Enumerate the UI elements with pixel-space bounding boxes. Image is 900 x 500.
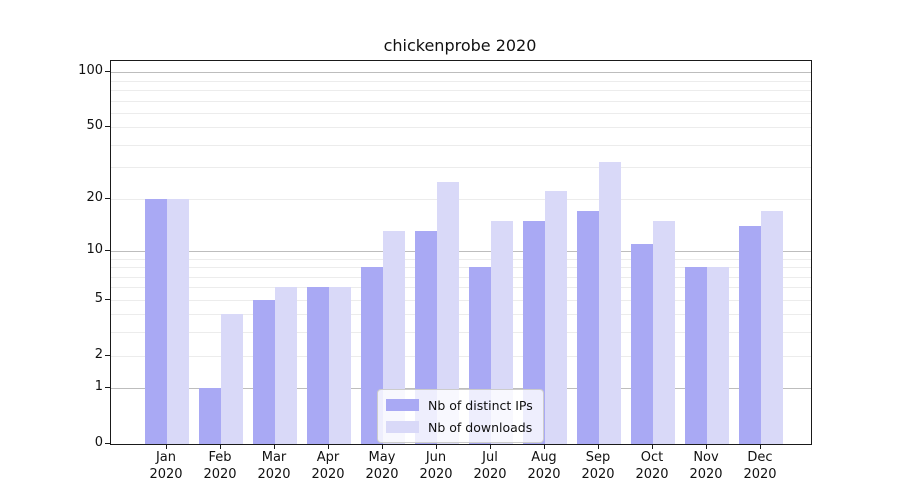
y-tick-mark — [105, 354, 110, 356]
x-tick-mark — [544, 444, 545, 449]
gridline-minor — [111, 100, 811, 102]
gridline-minor — [111, 287, 811, 289]
gridline-minor — [111, 355, 811, 357]
y-tick-mark — [105, 249, 110, 251]
x-tick-label: May 2020 — [365, 450, 399, 482]
legend-label: Nb of downloads — [428, 419, 533, 435]
x-tick-label: Feb 2020 — [203, 450, 237, 482]
x-tick-mark — [436, 444, 437, 449]
x-tick-mark — [328, 444, 329, 449]
x-tick-label: Jan 2020 — [149, 450, 183, 482]
y-tick-mark — [105, 197, 110, 199]
y-tick-mark — [105, 298, 110, 300]
x-tick-mark — [652, 444, 653, 449]
bar-downloads — [221, 314, 243, 444]
legend-swatch — [386, 399, 419, 411]
gridline-minor — [111, 332, 811, 334]
bar-downloads — [275, 287, 297, 444]
gridline-minor — [111, 90, 811, 91]
bar-downloads — [599, 162, 621, 444]
bar-downloads — [653, 220, 675, 444]
x-tick-mark — [274, 444, 275, 449]
y-tick-label: 50 — [86, 118, 103, 134]
x-tick-mark — [760, 444, 761, 449]
x-tick-mark — [706, 444, 707, 449]
gridline-minor — [111, 314, 811, 316]
legend: Nb of distinct IPs Nb of downloads — [377, 389, 544, 443]
x-tick-label: Apr 2020 — [311, 450, 345, 482]
legend-row: Nb of downloads — [386, 416, 533, 438]
x-tick-label: Mar 2020 — [257, 450, 291, 482]
gridline-minor — [111, 80, 811, 82]
x-tick-mark — [490, 444, 491, 449]
y-tick-label: 10 — [86, 241, 103, 257]
x-tick-label: Nov 2020 — [689, 450, 723, 482]
legend-swatch — [386, 421, 419, 433]
gridline-major — [111, 72, 811, 74]
bar-distinct-ips — [145, 198, 167, 444]
gridline-major — [111, 250, 811, 252]
bar-distinct-ips — [253, 299, 275, 444]
chart-title: chickenprobe 2020 — [383, 36, 537, 55]
y-tick-label: 100 — [78, 63, 103, 79]
plot-area — [110, 60, 812, 445]
legend-label: Nb of distinct IPs — [428, 397, 533, 413]
x-tick-label: Oct 2020 — [635, 450, 669, 482]
gridline-major — [111, 388, 811, 390]
x-tick-label: Jun 2020 — [419, 450, 453, 482]
gridline-minor — [111, 198, 811, 200]
bar-downloads — [167, 198, 189, 444]
bar-distinct-ips — [199, 388, 221, 444]
gridline-minor — [111, 167, 811, 169]
bar-downloads — [761, 211, 783, 444]
y-tick-label: 2 — [94, 346, 103, 362]
gridline-minor — [111, 258, 811, 260]
bar-distinct-ips — [307, 287, 329, 444]
x-tick-mark — [166, 444, 167, 449]
bar-downloads — [707, 267, 729, 444]
bar-downloads — [491, 220, 513, 444]
y-tick-label: 5 — [94, 290, 103, 306]
x-tick-mark — [220, 444, 221, 449]
y-tick-label: 1 — [94, 379, 103, 395]
x-tick-label: Jul 2020 — [473, 450, 507, 482]
bar-distinct-ips — [739, 225, 761, 444]
gridline-minor — [111, 276, 811, 278]
x-tick-label: Aug 2020 — [527, 450, 561, 482]
y-tick-mark — [105, 126, 110, 128]
bar-downloads — [329, 287, 351, 444]
bar-distinct-ips — [631, 243, 653, 444]
bar-distinct-ips — [685, 267, 707, 444]
bar-distinct-ips — [577, 211, 599, 444]
y-tick-mark — [105, 71, 110, 73]
y-tick-label: 20 — [86, 189, 103, 205]
x-tick-label: Dec 2020 — [743, 450, 777, 482]
x-tick-mark — [598, 444, 599, 449]
gridline-minor — [111, 127, 811, 129]
gridline-minor — [111, 267, 811, 268]
x-tick-mark — [382, 444, 383, 449]
y-tick-label: 0 — [94, 435, 103, 450]
legend-row: Nb of distinct IPs — [386, 394, 533, 416]
x-tick-label: Sep 2020 — [581, 450, 615, 482]
bar-distinct-ips — [523, 220, 545, 444]
gridline-minor — [111, 112, 811, 114]
gridline-minor — [111, 299, 811, 301]
bar-downloads — [545, 191, 567, 444]
gridline-minor — [111, 144, 811, 146]
y-tick-mark — [105, 443, 110, 444]
bar-downloads — [437, 181, 459, 444]
y-tick-mark — [105, 387, 110, 389]
